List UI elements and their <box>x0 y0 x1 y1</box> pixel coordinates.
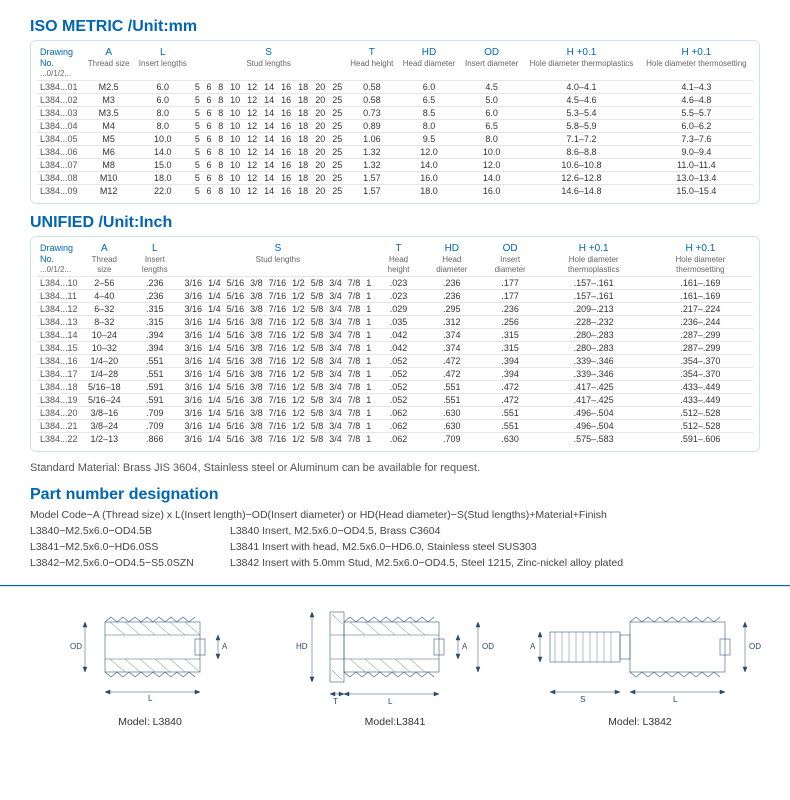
svg-text:L: L <box>388 697 393 706</box>
svg-text:L: L <box>148 694 153 703</box>
svg-text:L: L <box>673 695 678 704</box>
iso-table: Drawing No. ...0/1/2... AThread size LIn… <box>37 45 753 197</box>
h-L: LInsert lengths <box>134 45 191 81</box>
uh-dn: Drawing No. ...0/1/2... <box>37 241 81 277</box>
svg-text:A: A <box>530 642 536 651</box>
model-label-1: Model:L3841 <box>285 716 505 728</box>
h-HD: HDHead diameter <box>398 45 460 81</box>
diagram-l3842: A OD S L <box>530 597 770 707</box>
svg-text:OD: OD <box>482 642 494 651</box>
uh-OD: ODInsert diameter <box>481 241 540 277</box>
pn-example-row: L3840−M2.5x6.0−OD4.5BL3840 Insert, M2.5x… <box>30 524 760 540</box>
uh-H2: H +0.1Hole diameter thermosetting <box>648 241 753 277</box>
model-diagrams: OD A L Model: L3840 <box>30 597 760 728</box>
uh-H1: H +0.1Hole diameter thermoplastics <box>540 241 648 277</box>
table-row: L384...185/16–18.5913/161/45/163/87/161/… <box>37 381 753 394</box>
svg-text:A: A <box>462 642 468 651</box>
model-label-0: Model: L3840 <box>40 716 260 728</box>
model-l3841: HD A OD T L Model:L3841 <box>285 597 505 728</box>
table-row: L384...114–40.2363/161/45/163/87/161/25/… <box>37 290 753 303</box>
uh-L: LInsert lengths <box>128 241 181 277</box>
uh-S: SStud lengths <box>182 241 375 277</box>
pn-example-row: L3842−M2.5x6.0−OD4.5−S5.0SZNL3842 Insert… <box>30 556 760 572</box>
table-row: L384...04M48.0568101214161820250.898.06.… <box>37 120 753 133</box>
table-row: L384...161/4–20.5513/161/45/163/87/161/2… <box>37 355 753 368</box>
table-row: L384...138–32.3153/161/45/163/87/161/25/… <box>37 316 753 329</box>
uh-A: AThread size <box>81 241 129 277</box>
h-S: SStud lengths <box>192 45 346 81</box>
h-H2: H +0.1Hole diameter thermosetting <box>640 45 753 81</box>
diagram-l3841: HD A OD T L <box>290 597 500 707</box>
table-row: L384...221/2–13.8663/161/45/163/87/161/2… <box>37 433 753 446</box>
table-row: L384...02M36.0568101214161820250.586.55.… <box>37 94 753 107</box>
pn-formula: Model Code−A (Thread size) x L(Insert le… <box>30 508 760 524</box>
table-row: L384...01M2.56.0568101214161820250.586.0… <box>37 81 753 94</box>
section-divider <box>0 585 790 587</box>
model-l3840: OD A L Model: L3840 <box>40 597 260 728</box>
model-l3842: A OD S L Model: L3842 <box>530 597 750 728</box>
table-row: L384...1410–24.3943/161/45/163/87/161/25… <box>37 329 753 342</box>
table-row: L384...03M3.58.0568101214161820250.738.5… <box>37 107 753 120</box>
h-OD: ODInsert diameter <box>460 45 523 81</box>
svg-text:OD: OD <box>749 642 761 651</box>
h-dn: Drawing No. ...0/1/2... <box>37 45 83 81</box>
table-row: L384...195/16–24.5913/161/45/163/87/161/… <box>37 394 753 407</box>
svg-text:OD: OD <box>70 642 82 651</box>
table-row: L384...213/8–24.7093/161/45/163/87/161/2… <box>37 420 753 433</box>
table-row: L384...203/8–16.7093/161/45/163/87/161/2… <box>37 407 753 420</box>
uh-T: THead height <box>374 241 423 277</box>
svg-text:S: S <box>580 695 585 704</box>
table-row: L384...09M1222.0568101214161820251.5718.… <box>37 185 753 198</box>
svg-text:HD: HD <box>296 642 308 651</box>
h-A: AThread size <box>83 45 134 81</box>
svg-text:A: A <box>222 642 228 651</box>
table-row: L384...05M510.0568101214161820251.069.58… <box>37 133 753 146</box>
iso-table-wrap: Drawing No. ...0/1/2... AThread size LIn… <box>30 40 760 204</box>
table-row: L384...07M815.0568101214161820251.3214.0… <box>37 159 753 172</box>
material-note: Standard Material: Brass JIS 3604, Stain… <box>30 462 760 474</box>
model-label-2: Model: L3842 <box>530 716 750 728</box>
diagram-l3840: OD A L <box>50 597 250 707</box>
iso-title: ISO METRIC /Unit:mm <box>30 18 760 36</box>
pn-title: Part number designation <box>30 486 760 504</box>
uni-table-wrap: Drawing No. ...0/1/2... AThread size LIn… <box>30 236 760 452</box>
table-row: L384...171/4–28.5513/161/45/163/87/161/2… <box>37 368 753 381</box>
table-row: L384...102–56.2363/161/45/163/87/161/25/… <box>37 277 753 290</box>
table-row: L384...06M614.0568101214161820251.3212.0… <box>37 146 753 159</box>
uni-title: UNIFIED /Unit:Inch <box>30 214 760 232</box>
h-H1: H +0.1Hole diameter thermoplastics <box>523 45 640 81</box>
svg-text:T: T <box>333 697 338 706</box>
pn-designation: Model Code−A (Thread size) x L(Insert le… <box>30 508 760 571</box>
uni-table: Drawing No. ...0/1/2... AThread size LIn… <box>37 241 753 445</box>
table-row: L384...126–32.3153/161/45/163/87/161/25/… <box>37 303 753 316</box>
pn-example-row: L3841−M2.5x6.0−HD6.0SSL3841 Insert with … <box>30 540 760 556</box>
h-T: THead height <box>346 45 398 81</box>
table-row: L384...08M1018.0568101214161820251.5716.… <box>37 172 753 185</box>
table-row: L384...1510–32.3943/161/45/163/87/161/25… <box>37 342 753 355</box>
uh-HD: HDHead diameter <box>423 241 481 277</box>
